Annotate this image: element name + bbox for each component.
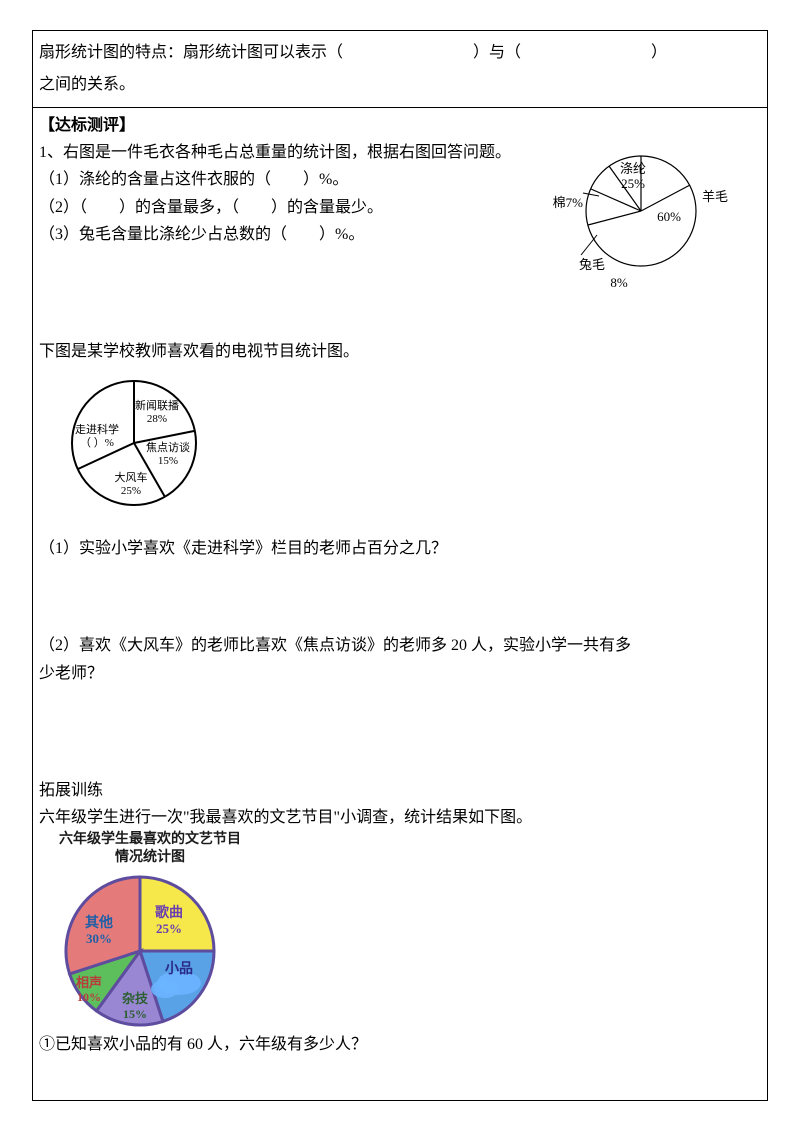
intro-line2: 之间的关系。 — [39, 76, 135, 93]
q2-intro: 下图是某学校教师喜欢看的电视节目统计图。 — [39, 338, 761, 365]
arts-pie-chart: 六年级学生最喜欢的文艺节目 情况统计图 歌曲 25% — [45, 831, 255, 1031]
intro-line1a: 扇形统计图的特点：扇形统计图可以表示（ — [39, 44, 343, 61]
svg-text:8%: 8% — [610, 275, 628, 290]
q2-p2a: （2）喜欢《大风车》的老师比喜欢《焦点访谈》的老师多 20 人，实验小学一共有多 — [39, 632, 761, 659]
intro-line1b: ）与（ — [473, 44, 521, 61]
svg-text:60%: 60% — [657, 209, 681, 224]
main-block: 【达标测评】 1、右图是一件毛衣各种毛占总重量的统计图，根据右图回答问题。 （1… — [33, 108, 767, 1100]
svg-text:10%: 10% — [77, 990, 101, 1004]
intro-block: 扇形统计图的特点：扇形统计图可以表示（ ）与（ ） 之间的关系。 — [33, 31, 767, 108]
sweater-pie-chart: 涤纶 25% 羊毛 60% 棉7% 兔毛 8% — [551, 141, 731, 301]
svg-text:28%: 28% — [147, 413, 167, 425]
q3-intro: 六年级学生进行一次"我最喜欢的文艺节目"小调查，统计结果如下图。 — [39, 804, 761, 831]
worksheet-frame: 扇形统计图的特点：扇形统计图可以表示（ ）与（ ） 之间的关系。 【达标测评】 1、… — [32, 30, 768, 1101]
extension-heading: 拓展训练 — [39, 777, 761, 804]
svg-text:15%: 15% — [158, 455, 178, 467]
arts-chart-title2: 情况统计图 — [45, 849, 255, 867]
svg-text:25%: 25% — [156, 921, 182, 936]
q3-p1: ①已知喜欢小品的有 60 人，六年级有多少人？ — [39, 1031, 761, 1058]
svg-text:杂技: 杂技 — [122, 991, 149, 1006]
tv-pie-chart: 新闻联播 28% 焦点访谈 15% 大风车 25% 走进科学 （ ）% — [49, 365, 239, 525]
q2-p2b: 少老师？ — [39, 660, 761, 687]
q2-p1: （1）实验小学喜欢《走进科学》栏目的老师占百分之几？ — [39, 535, 761, 562]
svg-text:相声: 相声 — [76, 975, 102, 990]
svg-text:歌曲: 歌曲 — [155, 904, 183, 921]
svg-text:其他: 其他 — [85, 914, 113, 931]
svg-text:兔毛: 兔毛 — [579, 257, 605, 272]
svg-text:棉7%: 棉7% — [553, 195, 584, 210]
assessment-heading: 【达标测评】 — [39, 112, 761, 139]
intro-line1c: ） — [651, 44, 667, 61]
label-polyester: 涤纶 — [620, 161, 646, 176]
svg-text:30%: 30% — [86, 931, 112, 946]
svg-text:走进科学: 走进科学 — [75, 422, 119, 436]
svg-text:焦点访谈: 焦点访谈 — [146, 441, 190, 454]
arts-chart-title1: 六年级学生最喜欢的文艺节目 — [45, 831, 255, 849]
svg-text:大风车: 大风车 — [115, 470, 148, 484]
svg-text:15%: 15% — [123, 1007, 147, 1021]
question-1: 1、右图是一件毛衣各种毛占总重量的统计图，根据右图回答问题。 （1）涤纶的含量占… — [39, 139, 761, 338]
svg-text:（ ）%: （ ）% — [80, 436, 114, 449]
svg-text:羊毛: 羊毛 — [702, 189, 728, 204]
svg-text:25%: 25% — [621, 176, 645, 191]
svg-text:小品: 小品 — [165, 961, 193, 977]
svg-text:新闻联播: 新闻联播 — [135, 398, 179, 412]
svg-text:25%: 25% — [121, 485, 141, 497]
